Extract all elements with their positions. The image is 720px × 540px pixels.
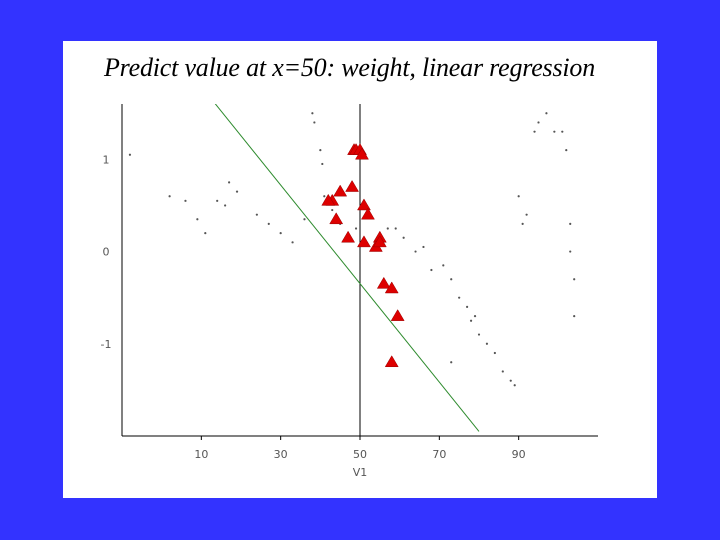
weighted-point	[390, 309, 405, 321]
regression-line	[214, 104, 480, 432]
weighted-point	[372, 235, 387, 248]
data-point	[235, 190, 239, 193]
weighted-point	[345, 180, 360, 192]
y-tick-label: 0	[103, 246, 110, 259]
data-point	[414, 250, 417, 253]
data-point	[224, 204, 227, 207]
weighted-point	[360, 207, 375, 220]
data-point	[565, 149, 568, 152]
weighted-point	[357, 235, 371, 248]
data-point	[569, 222, 572, 225]
data-point	[485, 342, 489, 345]
data-point	[573, 278, 576, 281]
weighted-point	[341, 230, 356, 243]
x-tick-label: 90	[512, 448, 526, 461]
data-point	[354, 227, 358, 230]
x-axis-label: V1	[353, 466, 368, 479]
weighted-point	[357, 198, 371, 211]
data-point	[533, 130, 536, 133]
data-point	[569, 250, 572, 253]
x-tick-label: 30	[274, 448, 288, 461]
data-points	[128, 112, 576, 387]
weighted-points	[321, 143, 405, 368]
data-point	[255, 213, 258, 216]
data-point	[228, 181, 231, 184]
data-point	[493, 351, 496, 355]
data-point	[458, 296, 461, 299]
data-point	[168, 195, 171, 198]
weighted-point	[384, 355, 399, 368]
y-tick-label: -1	[101, 338, 112, 351]
axes	[121, 104, 598, 440]
data-point	[450, 361, 453, 364]
fit-line	[214, 104, 480, 432]
x-tick-label: 50	[353, 448, 367, 461]
data-point	[473, 315, 477, 318]
data-point	[331, 208, 334, 212]
data-point	[303, 218, 306, 221]
data-point	[311, 112, 314, 115]
weighted-point	[321, 193, 336, 206]
weighted-point	[329, 212, 344, 225]
data-point	[279, 232, 282, 235]
y-tick-label: 1	[103, 153, 110, 166]
weighted-point	[355, 147, 369, 160]
data-point	[313, 121, 316, 124]
data-point	[422, 245, 425, 249]
data-point	[466, 305, 469, 308]
data-point	[184, 199, 187, 202]
data-point	[450, 278, 453, 281]
data-point	[521, 222, 524, 225]
data-point	[509, 379, 512, 382]
data-point	[319, 149, 322, 152]
data-point	[573, 315, 576, 318]
data-point	[477, 333, 481, 336]
data-point	[517, 195, 520, 198]
data-point	[204, 232, 207, 235]
data-point	[321, 162, 324, 166]
x-tick-label: 70	[432, 448, 446, 461]
data-point	[537, 121, 540, 124]
data-point	[525, 213, 528, 216]
data-point	[553, 130, 556, 133]
weighted-point	[376, 276, 391, 289]
data-point	[402, 236, 405, 239]
data-point	[430, 268, 433, 272]
data-point	[561, 130, 564, 133]
weighted-point	[333, 184, 348, 197]
data-point	[216, 199, 219, 202]
data-point	[469, 319, 473, 322]
x-tick-label: 10	[194, 448, 208, 461]
data-point	[291, 241, 294, 244]
data-point	[545, 112, 548, 115]
data-point	[128, 153, 132, 156]
slide-title: Predict value at x=50: weight, linear re…	[104, 53, 596, 82]
data-point	[196, 218, 199, 221]
data-point	[501, 370, 504, 373]
weighted-point	[384, 281, 399, 294]
data-point	[323, 195, 326, 198]
data-point	[394, 227, 397, 230]
data-point	[267, 222, 270, 225]
data-point	[442, 264, 445, 267]
data-point	[513, 384, 516, 387]
data-point	[386, 227, 389, 230]
